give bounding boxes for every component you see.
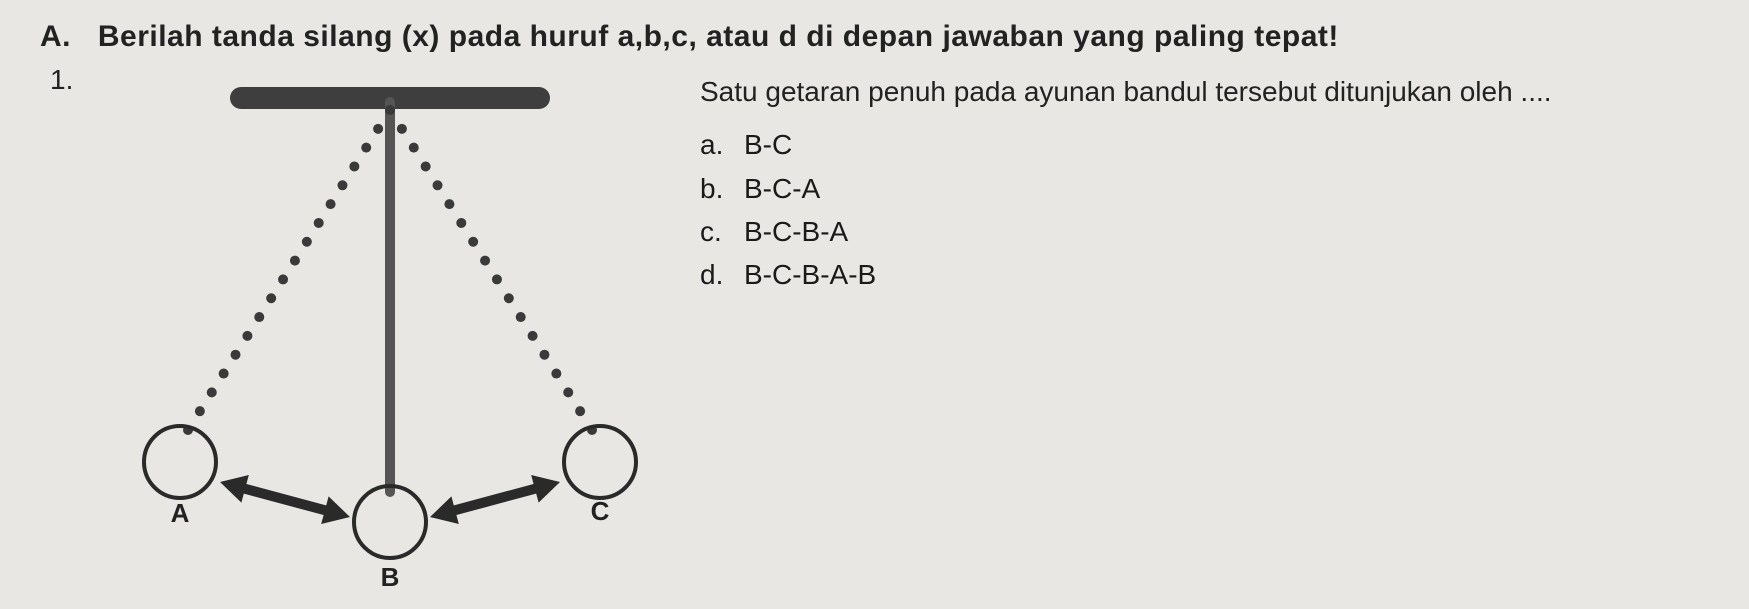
option-label: B-C-B-A [744,210,848,253]
option-letter: d. [700,253,744,296]
bob-label-C: C [591,496,610,526]
pendulum-diagram: A B C [110,62,670,592]
options-list: a.B-Cb.B-C-Ac.B-C-B-Ad.B-C-B-A-B [700,123,1709,297]
swing-arrow-0 [220,475,350,524]
dotted-string-1 [385,105,597,435]
option-label: B-C [744,123,792,166]
question-body: Satu getaran penuh pada ayunan bandul te… [700,62,1709,297]
option-row: c.B-C-B-A [700,210,1709,253]
bob-C [564,426,636,498]
dotted-string-0 [183,105,395,435]
option-row: a.B-C [700,123,1709,166]
question-number: 1. [40,62,80,96]
question-prompt: Satu getaran penuh pada ayunan bandul te… [700,72,1709,111]
bob-label-A: A [171,498,190,528]
option-label: B-C-A [744,167,820,210]
section-instruction: Berilah tanda silang (x) pada huruf a,b,… [98,20,1339,53]
option-row: d.B-C-B-A-B [700,253,1709,296]
question-row: 1. A B C Satu getaran penuh pada ayunan ba… [40,62,1709,592]
option-letter: c. [700,210,744,253]
section-prefix: A. [40,20,71,53]
bob-A [144,426,216,498]
section-heading: A. Berilah tanda silang (x) pada huruf a… [40,20,1709,54]
page: A. Berilah tanda silang (x) pada huruf a… [0,0,1749,609]
bob-label-B: B [381,562,400,592]
pendulum-svg: A B C [110,62,670,592]
option-row: b.B-C-A [700,167,1709,210]
option-label: B-C-B-A-B [744,253,876,296]
option-letter: a. [700,123,744,166]
option-letter: b. [700,167,744,210]
swing-arrow-1 [430,475,560,524]
